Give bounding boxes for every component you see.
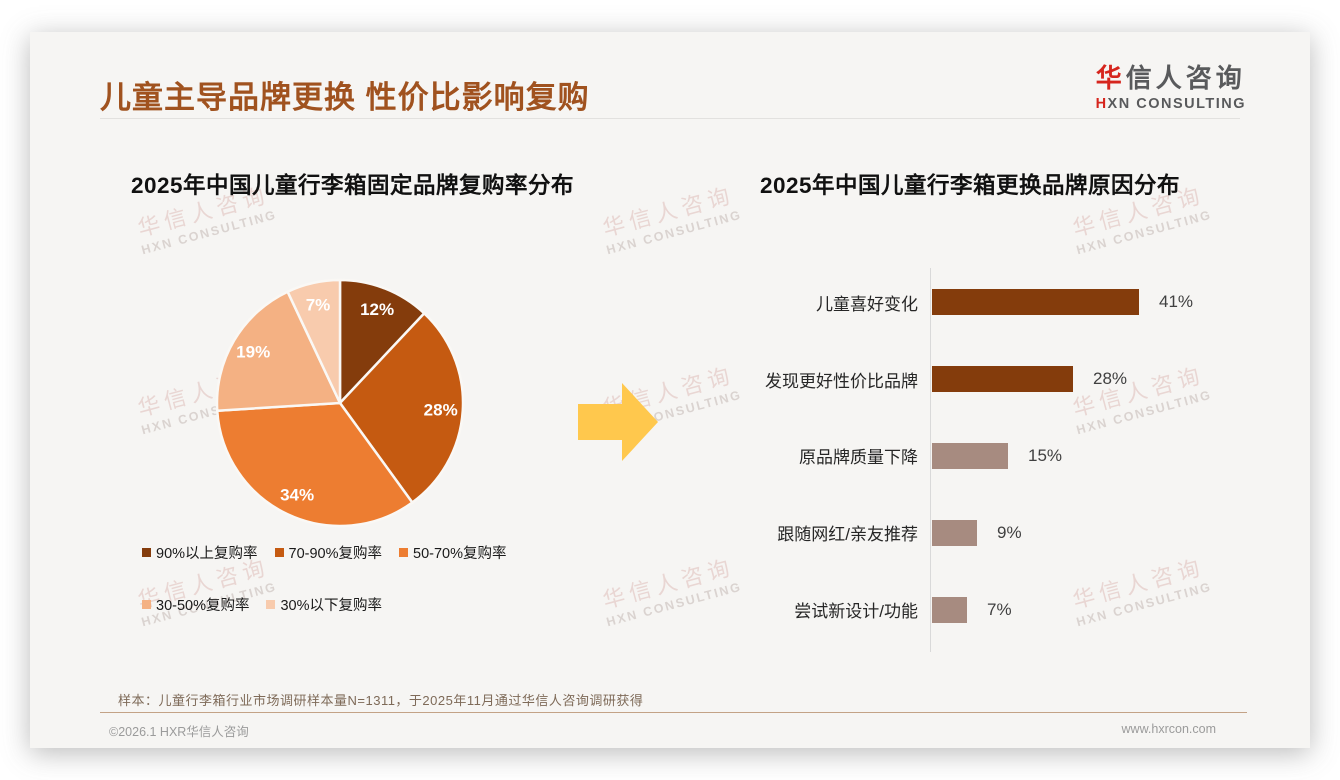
- legend-swatch: [142, 600, 151, 609]
- footer-copyright: ©2026.1 HXR华信人咨询: [109, 725, 249, 739]
- bar-value-label: 28%: [1093, 369, 1128, 389]
- right-arrow-icon: [578, 383, 658, 461]
- bar: [932, 442, 1008, 469]
- legend-label: 30%以下复购率: [280, 598, 383, 614]
- logo-en-accent: H: [1095, 96, 1108, 112]
- bar: [932, 289, 1139, 316]
- pie-slice-label: 7%: [306, 296, 331, 315]
- pie-legend: 90%以上复购率 70-90%复购率 50-70%复购率 30-50%复购率 30%以下…: [142, 542, 622, 615]
- legend-label: 90%以上复购率: [156, 546, 258, 562]
- bar-category-label: 原品牌质量下降: [799, 448, 918, 468]
- legend-item: 50-70%复购率: [399, 542, 507, 563]
- bar: [932, 366, 1073, 393]
- pie-slice: [215, 401, 414, 528]
- page-title: 儿童主导品牌更换 性价比影响复购: [100, 80, 590, 115]
- pie-slice: [215, 290, 342, 412]
- company-logo: 华信人咨询 HXN CONSULTING: [1096, 58, 1246, 112]
- logo-zh-rest: 信人咨询: [1125, 63, 1246, 93]
- bar-track: 41%: [932, 289, 1194, 316]
- legend-label: 50-70%复购率: [413, 546, 507, 562]
- legend-swatch: [274, 548, 284, 557]
- bar-row: 原品牌质量下降 15%: [680, 418, 1290, 495]
- legend-item: 30%以下复购率: [266, 594, 382, 615]
- legend-swatch: [142, 548, 151, 557]
- pie-slice-label: 28%: [424, 400, 458, 419]
- bar-track: 15%: [932, 442, 1063, 469]
- pie-chart-svg: 12% 28% 34% 19% 7%: [215, 278, 465, 528]
- slide-card: 华信人咨询 HXN CONSULTING 华信人咨询 HXN CONSULTING 华信…: [30, 32, 1310, 748]
- pie-slice: [338, 312, 465, 504]
- legend-item: 90%以上复购率: [142, 542, 258, 563]
- pie-slice: [286, 278, 342, 405]
- logo-zh-accent: 华: [1095, 63, 1126, 93]
- footer-website: www.hxrcon.com: [1121, 722, 1216, 736]
- logo-chinese-text: 华信人咨询: [1096, 58, 1246, 95]
- legend-label: 70-90%复购率: [288, 546, 383, 562]
- logo-en-rest: XN CONSULTING: [1107, 96, 1246, 112]
- legend-swatch: [266, 600, 276, 609]
- bar-value-label: 7%: [987, 599, 1012, 619]
- bar-value-label: 15%: [1028, 445, 1063, 465]
- legend-label: 30-50%复购率: [156, 598, 250, 614]
- bar-row: 跟随网红/亲友推荐 9%: [680, 494, 1290, 571]
- pie-chart-title: 2025年中国儿童行李箱固定品牌复购率分布: [130, 173, 575, 198]
- footer-divider: [100, 712, 1247, 713]
- pie-slice-label: 34%: [280, 485, 314, 504]
- pie-chart: 12% 28% 34% 19% 7%: [200, 263, 480, 543]
- bar-row: 尝试新设计/功能 7%: [680, 571, 1290, 648]
- bar: [932, 596, 967, 623]
- bar-row: 儿童喜好变化 41%: [680, 264, 1290, 341]
- bar-track: 28%: [932, 366, 1128, 393]
- bar-value-label: 41%: [1159, 292, 1194, 312]
- bar-category-label: 儿童喜好变化: [816, 294, 918, 314]
- bar-category-label: 尝试新设计/功能: [794, 602, 918, 622]
- legend-swatch: [399, 548, 409, 557]
- bar-category-label: 跟随网红/亲友推荐: [777, 525, 918, 545]
- title-divider: [100, 118, 1240, 119]
- pie-slice: [338, 278, 426, 405]
- bar: [932, 519, 977, 546]
- pie-slice-label: 19%: [236, 343, 270, 362]
- legend-item: 30-50%复购率: [142, 594, 249, 615]
- bar-category-label: 发现更好性价比品牌: [765, 371, 918, 391]
- pie-slice-label: 12%: [360, 300, 394, 319]
- bar-chart-title: 2025年中国儿童行李箱更换品牌原因分布: [759, 173, 1181, 198]
- legend-item: 70-90%复购率: [274, 542, 383, 563]
- bar-value-label: 9%: [997, 522, 1022, 542]
- bar-track: 9%: [932, 519, 1022, 546]
- bar-track: 7%: [932, 596, 1012, 623]
- sample-note: 样本：儿童行李箱行业市场调研样本量N=1311，于2025年11月通过华信人咨询…: [118, 693, 644, 708]
- logo-english-text: HXN CONSULTING: [1096, 96, 1246, 112]
- bar-chart-axis-line: [930, 268, 931, 652]
- bar-row: 发现更好性价比品牌 28%: [680, 341, 1290, 418]
- bar-chart: 儿童喜好变化 41% 发现更好性价比品牌 28% 原品牌质量下降 15% 跟随网红/亲友推荐…: [680, 264, 1290, 648]
